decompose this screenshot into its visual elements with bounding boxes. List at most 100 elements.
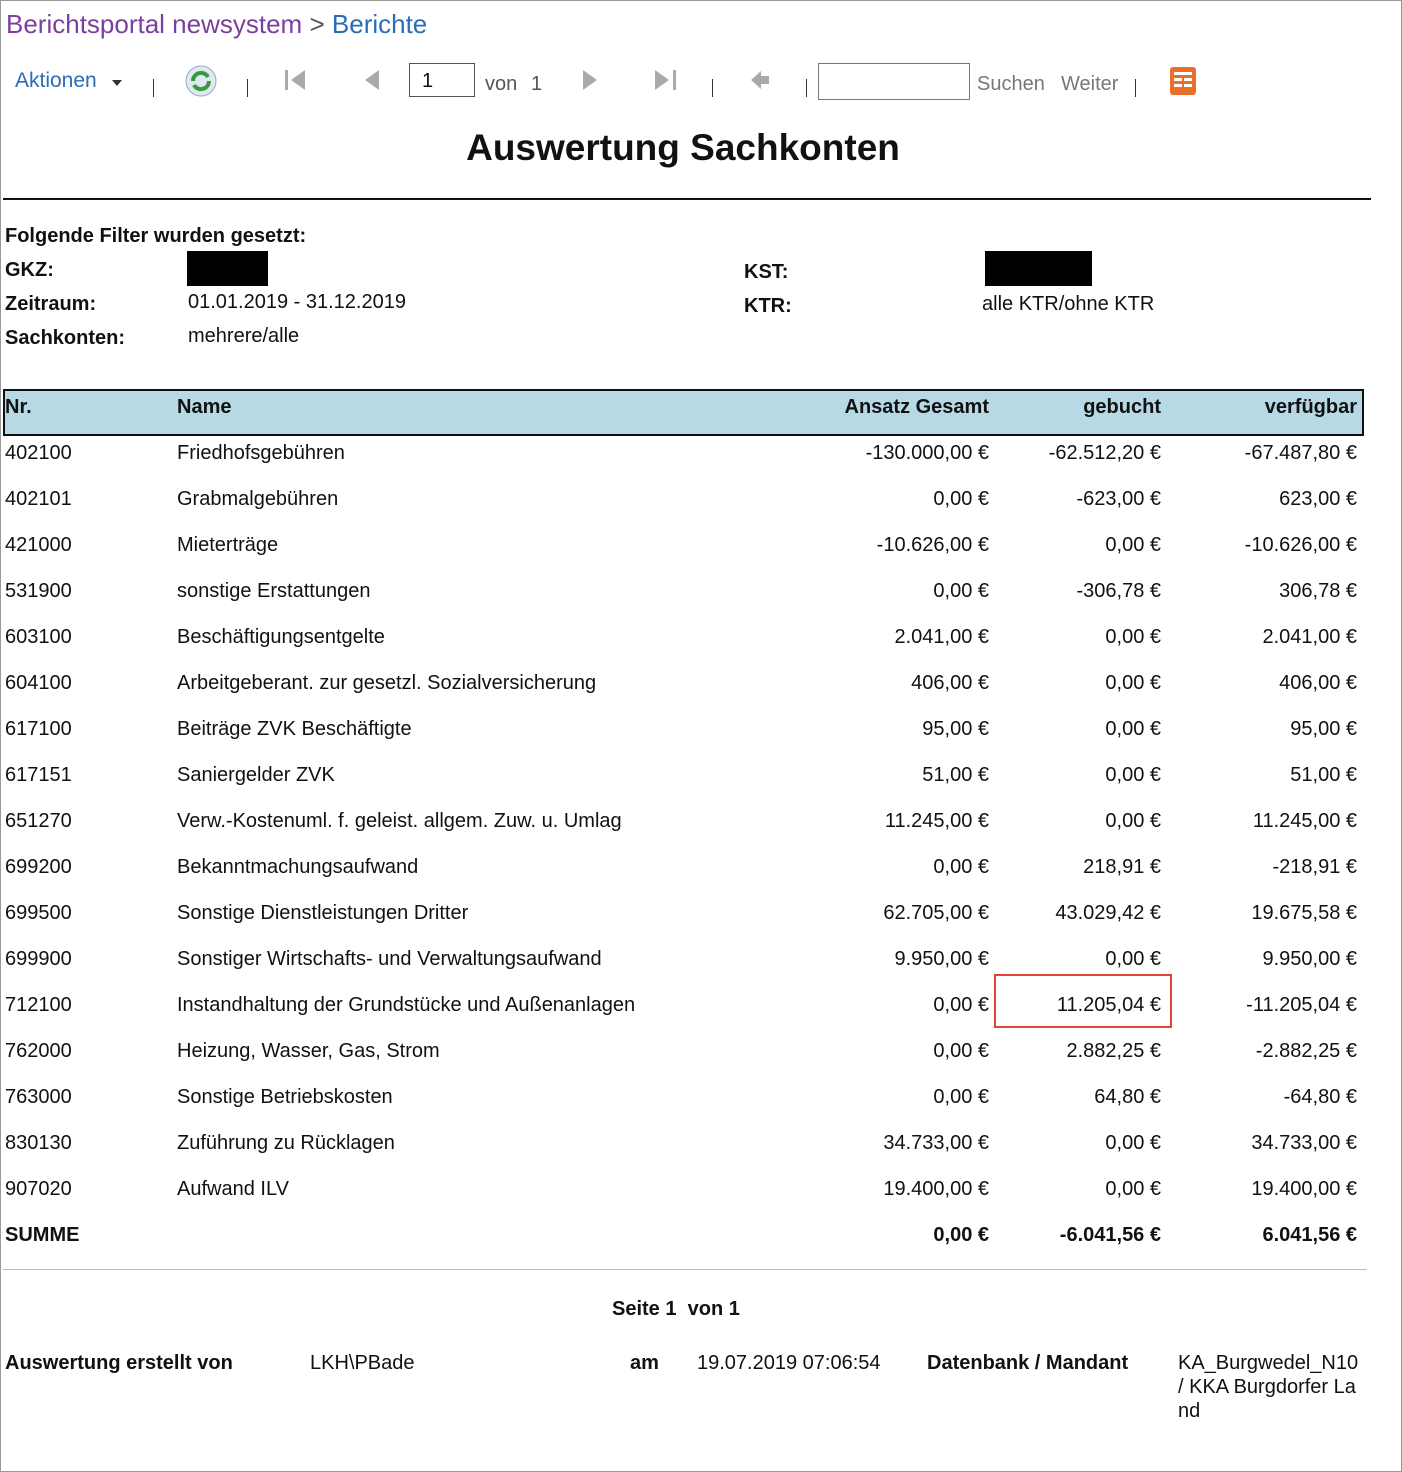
actions-menu[interactable]: Aktionen xyxy=(15,69,123,93)
filter-label: KST: xyxy=(744,261,789,283)
previous-page-button[interactable] xyxy=(363,69,381,91)
table-cell: 402100 xyxy=(5,442,72,464)
table-cell: 0,00 € xyxy=(1105,764,1161,786)
column-header: gebucht xyxy=(1083,396,1161,418)
created-by: LKH\PBade xyxy=(310,1352,415,1374)
table-cell: -2.882,25 € xyxy=(1255,1040,1357,1062)
page-input[interactable]: 1 xyxy=(409,63,475,97)
table-cell: 95,00 € xyxy=(1290,718,1357,740)
table-cell: Zuführung zu Rücklagen xyxy=(177,1132,395,1154)
table-cell: Friedhofsgebühren xyxy=(177,442,345,464)
table-cell: 0,00 € xyxy=(933,488,989,510)
total-cell: 6.041,56 € xyxy=(1262,1224,1357,1246)
dropdown-arrow xyxy=(111,80,122,86)
breadcrumb-current[interactable]: Berichte xyxy=(331,9,428,39)
table-cell: Verw.-Kostenuml. f. geleist. allgem. Zuw… xyxy=(177,810,622,832)
page-label: Seite xyxy=(612,1298,660,1320)
total-cell: SUMME xyxy=(5,1224,80,1246)
export-button[interactable] xyxy=(1169,66,1197,96)
table-cell: Aufwand ILV xyxy=(177,1178,289,1200)
table-cell: Mieterträge xyxy=(177,534,279,556)
table-cell: Instandhaltung der Grundstücke und Außen… xyxy=(177,994,636,1016)
page-of: von xyxy=(687,1298,724,1320)
table-cell: 34.733,00 € xyxy=(1251,1132,1357,1154)
table-cell: 0,00 € xyxy=(933,580,989,602)
table-cell: 2.882,25 € xyxy=(1066,1040,1161,1062)
table-cell: 0,00 € xyxy=(1105,626,1161,648)
table-cell: 604100 xyxy=(5,672,72,694)
table-cell: 0,00 € xyxy=(1105,810,1161,832)
table-cell: 699200 xyxy=(5,856,72,878)
table-cell: Beschäftigungsentgelte xyxy=(177,626,385,648)
page-of: von xyxy=(485,73,518,95)
table-cell: 651270 xyxy=(5,810,72,832)
table-header xyxy=(3,389,1364,436)
table-cell: 907020 xyxy=(5,1178,72,1200)
page-total: 1 xyxy=(531,73,543,95)
table-cell: 0,00 € xyxy=(1105,672,1161,694)
date-label: am xyxy=(630,1352,659,1374)
table-cell: 11.205,04 € xyxy=(1056,994,1161,1016)
search-input[interactable] xyxy=(818,63,970,100)
table-cell: 2.041,00 € xyxy=(1262,626,1357,648)
database-label: Datenbank / Mandant xyxy=(927,1352,1129,1374)
table-cell: 531900 xyxy=(5,580,72,602)
table-cell: 712100 xyxy=(5,994,72,1016)
table-cell: 306,78 € xyxy=(1279,580,1357,602)
table-cell: Sonstige Betriebskosten xyxy=(177,1086,393,1108)
table-cell: -62.512,20 € xyxy=(1048,442,1161,464)
table-cell: 0,00 € xyxy=(1105,948,1161,970)
filter-label: Sachkonten: xyxy=(5,327,126,349)
next-match-button[interactable]: Weiter xyxy=(1061,73,1119,95)
table-cell: 0,00 € xyxy=(933,1086,989,1108)
table-cell: 64,80 € xyxy=(1094,1086,1161,1108)
table-cell: 0,00 € xyxy=(933,1040,989,1062)
table-cell: 34.733,00 € xyxy=(883,1132,989,1154)
column-header: verfügbar xyxy=(1264,396,1357,418)
table-cell: 95,00 € xyxy=(922,718,989,740)
table-cell: 0,00 € xyxy=(933,994,989,1016)
footer-rule xyxy=(3,1269,1367,1270)
created-at: 19.07.2019 07:06:54 xyxy=(697,1352,881,1374)
table-cell: sonstige Erstattungen xyxy=(177,580,371,602)
table-cell: 623,00 € xyxy=(1279,488,1357,510)
report-title: Auswertung Sachkonten xyxy=(466,127,900,168)
filter-heading: Folgende Filter wurden gesetzt: xyxy=(5,225,307,247)
table-cell: 0,00 € xyxy=(1105,534,1161,556)
table-cell: -64,80 € xyxy=(1283,1086,1357,1108)
table-cell: 19.400,00 € xyxy=(1251,1178,1357,1200)
table-cell: Beiträge ZVK Beschäftigte xyxy=(177,718,412,740)
page-indicator: Seite 1 von 1 xyxy=(612,1297,740,1321)
search-button[interactable]: Suchen xyxy=(977,73,1045,95)
table-cell: 762000 xyxy=(5,1040,72,1062)
separator xyxy=(806,79,807,97)
table-cell: 2.041,00 € xyxy=(894,626,989,648)
redacted-value xyxy=(985,251,1092,286)
table-cell: Sonstiger Wirtschafts- und Verwaltungsau… xyxy=(177,948,602,970)
table-cell: Saniergelder ZVK xyxy=(177,764,335,786)
created-by-label: Auswertung erstellt von xyxy=(5,1352,233,1374)
table-cell: 9.950,00 € xyxy=(894,948,989,970)
breadcrumb-link[interactable]: Berichtsportal newsystem xyxy=(6,9,303,39)
last-page-button[interactable] xyxy=(653,69,679,91)
redacted-value xyxy=(187,251,268,286)
refresh-button[interactable] xyxy=(184,64,218,98)
table-cell: 763000 xyxy=(5,1086,72,1108)
table-cell: 43.029,42 € xyxy=(1055,902,1161,924)
highlight-box xyxy=(994,974,1172,1028)
table-cell: Grabmalgebühren xyxy=(177,488,339,510)
first-page-button[interactable] xyxy=(283,69,307,91)
table-cell: 617100 xyxy=(5,718,72,740)
table-cell: -11.205,04 € xyxy=(1246,994,1357,1016)
table-cell: 406,00 € xyxy=(1279,672,1357,694)
actions-label[interactable]: Aktionen xyxy=(15,69,97,92)
table-cell: 402101 xyxy=(5,488,72,510)
separator xyxy=(247,79,248,97)
back-button[interactable] xyxy=(749,69,771,91)
table-cell: Bekanntmachungsaufwand xyxy=(177,856,419,878)
table-cell: -67.487,80 € xyxy=(1244,442,1357,464)
table-cell: 0,00 € xyxy=(1105,1178,1161,1200)
table-cell: Arbeitgeberant. zur gesetzl. Sozialversi… xyxy=(177,672,597,694)
table-cell: 830130 xyxy=(5,1132,72,1154)
next-page-button[interactable] xyxy=(581,69,599,91)
